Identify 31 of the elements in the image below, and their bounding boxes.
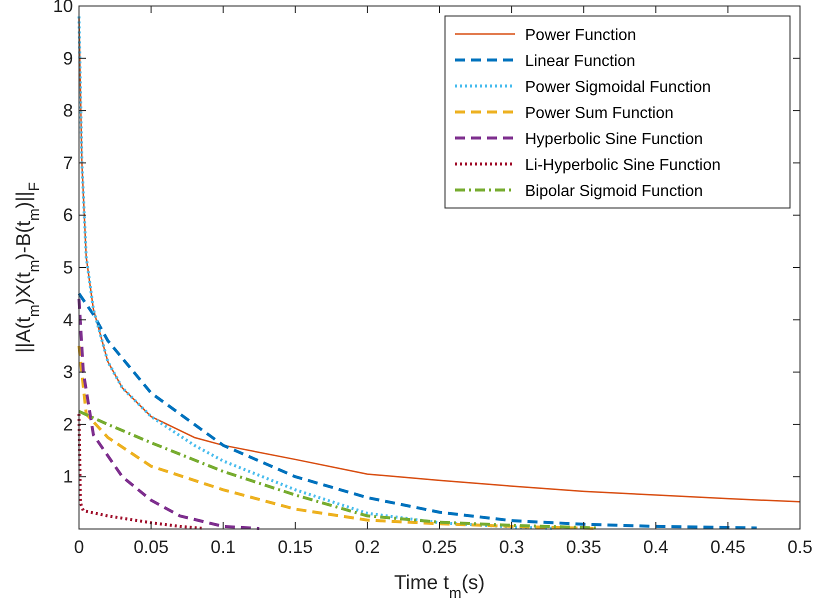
x-tick-label: 0.5 xyxy=(787,537,813,557)
x-tick-label: 0.15 xyxy=(278,537,313,557)
x-tick-label: 0.45 xyxy=(710,537,746,557)
x-tick-label: 0.3 xyxy=(499,537,524,557)
legend-label: Li-Hyperbolic Sine Function xyxy=(525,157,721,174)
x-tick-label: 0.35 xyxy=(566,537,602,557)
legend-label: Power Sigmoidal Function xyxy=(525,79,711,96)
x-tick-label: 0.2 xyxy=(354,537,380,557)
legend-label: Linear Function xyxy=(525,53,636,70)
y-tick-label: 5 xyxy=(62,258,73,278)
y-tick-label: 9 xyxy=(62,48,73,68)
line-series xyxy=(78,297,261,530)
y-tick-label: 7 xyxy=(62,152,73,173)
x-tick-label: 0.4 xyxy=(643,537,668,557)
legend-label: Power Sum Function xyxy=(525,105,674,122)
x-tick-label: 0.05 xyxy=(134,537,169,557)
y-tick-label: 4 xyxy=(62,310,73,330)
y-tick-label: 3 xyxy=(62,362,73,382)
y-tick-label: 2 xyxy=(62,414,73,434)
x-tick-label: 0.25 xyxy=(422,537,458,557)
x-axis-title: Time t$_{m}$(s) xyxy=(394,572,485,602)
x-tick-label: 0.1 xyxy=(210,537,236,557)
legend-label: Bipolar Sigmoid Function xyxy=(525,183,703,200)
y-tick-label: 1 xyxy=(62,466,73,487)
y-tick-label: 6 xyxy=(62,205,73,226)
line-series xyxy=(78,292,758,530)
y-tick-label: 8 xyxy=(62,100,73,121)
legend-label: Hyperbolic Sine Function xyxy=(525,131,703,148)
x-tick-label: 0 xyxy=(74,537,84,557)
line-series xyxy=(78,16,801,503)
legend-label: Power Function xyxy=(525,27,636,44)
